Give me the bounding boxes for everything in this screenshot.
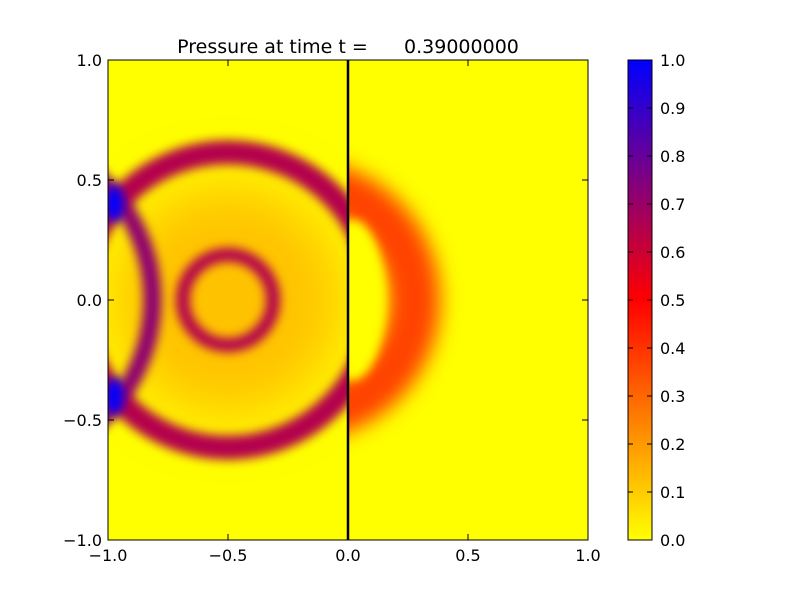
colorbar-tick-label: 0.5	[660, 291, 685, 310]
chart-title: Pressure at time t = 0.39000000	[177, 36, 519, 58]
x-tick-label: −1.0	[89, 546, 128, 565]
interior-halo	[108, 180, 348, 420]
colorbar-tick-label: 0.1	[660, 483, 685, 502]
y-tick-label: −0.5	[63, 411, 102, 430]
colorbar-tick-label: 0.8	[660, 147, 685, 166]
y-tick-label: 1.0	[77, 51, 102, 70]
colorbar: 0.0 0.1 0.2 0.3 0.4 0.5 0.6 0.7 0.8 0.9 1.0	[627, 51, 685, 550]
x-tick-label: 0.0	[335, 546, 360, 565]
colorbar-tick-label: 0.0	[660, 531, 685, 550]
transmitted-ring	[348, 168, 440, 432]
colorbar-ticks: 0.0 0.1 0.2 0.3 0.4 0.5 0.6 0.7 0.8 0.9 1.0	[628, 51, 685, 550]
y-tick-label: 0.0	[77, 291, 102, 310]
reflected-arc	[108, 174, 162, 426]
x-axis: −1.0 −0.5 0.0 0.5 1.0	[89, 60, 601, 565]
colorbar-tick-label: 0.4	[660, 339, 685, 358]
transmitted-core	[348, 220, 385, 380]
right-medium	[348, 168, 440, 432]
colorbar-tick-label: 0.3	[660, 387, 685, 406]
x-tick-label: 0.5	[455, 546, 480, 565]
x-tick-label: 1.0	[575, 546, 600, 565]
inner-ring	[175, 247, 281, 353]
y-tick-label: −1.0	[63, 531, 102, 550]
plot-area: −1.0 −0.5 0.0 0.5 1.0 −1.0 −0.5 0.0 0.5 1.0	[63, 51, 601, 565]
corner-peak-bottom	[108, 378, 123, 414]
y-tick-label: 0.5	[77, 171, 102, 190]
y-axis: −1.0 −0.5 0.0 0.5 1.0	[63, 51, 588, 550]
colorbar-tick-label: 0.7	[660, 195, 685, 214]
colorbar-tick-label: 0.9	[660, 99, 685, 118]
outer-ring	[108, 140, 348, 460]
colorbar-tick-label: 0.6	[660, 243, 685, 262]
left-medium	[108, 180, 348, 420]
corner-peak-top	[108, 186, 123, 222]
colorbar-tick-label: 1.0	[660, 51, 685, 70]
colorbar-tick-label: 0.2	[660, 435, 685, 454]
x-tick-label: −0.5	[209, 546, 248, 565]
